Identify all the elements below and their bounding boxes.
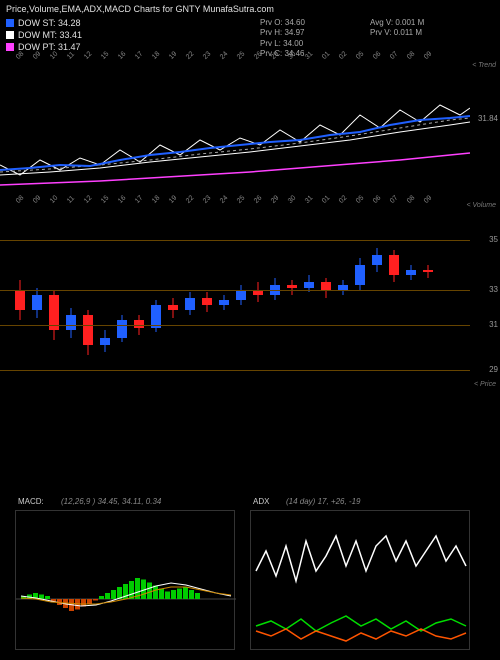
x-tick: 15 — [100, 50, 110, 60]
avg-volume: Avg V: 0.001 M — [370, 18, 424, 28]
x-tick: 12 — [83, 50, 93, 60]
x-tick: 06 — [372, 50, 382, 60]
legend-item: DOW ST: 34.28 — [6, 18, 82, 28]
y-tick-label: 35 — [489, 235, 498, 244]
x-tick: 17 — [134, 50, 144, 60]
legend-swatch — [6, 43, 14, 51]
adx-params: (14 day) 17, +26, -19 — [286, 497, 361, 506]
prev-volume: Prv V: 0.011 M — [370, 28, 424, 38]
legend-item: DOW MT: 33.41 — [6, 30, 82, 40]
prev-high: Prv H: 34.97 — [260, 28, 305, 38]
prev-close: Prv C: 34.46 — [260, 49, 305, 59]
legend-swatch — [6, 31, 14, 39]
x-tick: 25 — [236, 50, 246, 60]
volume-label: < Volume — [466, 202, 496, 209]
trend-panel: 31.84 < Trend 08091011121516171819222324… — [0, 70, 500, 200]
x-tick: 07 — [389, 50, 399, 60]
macd-params: (12,26,9 ) 34.45, 34.11, 0.34 — [61, 497, 161, 506]
x-tick: 22 — [185, 50, 195, 60]
x-tick: 01 — [321, 50, 331, 60]
grid-line — [0, 240, 470, 241]
x-tick: 05 — [355, 50, 365, 60]
candle-panel: < Volume < Price 35333129 08091011121516… — [0, 210, 500, 390]
prev-open: Prv O: 34.60 — [260, 18, 305, 28]
adx-panel: ADX (14 day) 17, +26, -19 — [250, 510, 470, 650]
x-tick: 31 — [304, 50, 314, 60]
x-tick: 19 — [168, 50, 178, 60]
price-level-label: 31.84 — [478, 114, 498, 123]
grid-line — [0, 290, 470, 291]
x-tick: 02 — [338, 50, 348, 60]
legend-swatch — [6, 19, 14, 27]
x-tick: 23 — [202, 50, 212, 60]
grid-line — [0, 325, 470, 326]
legend-text: DOW ST: 34.28 — [18, 18, 81, 28]
y-tick-label: 31 — [489, 320, 498, 329]
price-label: < Price — [474, 381, 496, 388]
legend: DOW ST: 34.28DOW MT: 33.41DOW PT: 31.47 — [6, 18, 82, 54]
x-tick: 18 — [151, 50, 161, 60]
trend-label: < Trend — [472, 62, 496, 69]
prev-low: Prv L: 34.00 — [260, 39, 305, 49]
adx-label: ADX — [253, 497, 269, 506]
x-tick: 08 — [406, 50, 416, 60]
y-tick-label: 29 — [489, 365, 498, 374]
legend-text: DOW MT: 33.41 — [18, 30, 82, 40]
x-tick: 24 — [219, 50, 229, 60]
chart-title: Price,Volume,EMA,ADX,MACD Charts for GNT… — [6, 4, 274, 14]
x-tick: 09 — [423, 50, 433, 60]
y-tick-label: 33 — [489, 285, 498, 294]
macd-label: MACD: — [18, 497, 44, 506]
macd-panel: MACD: (12,26,9 ) 34.45, 34.11, 0.34 — [15, 510, 235, 650]
grid-line — [0, 370, 470, 371]
volume-info: Avg V: 0.001 M Prv V: 0.011 M — [370, 18, 424, 39]
x-tick: 16 — [117, 50, 127, 60]
prev-ohlc: Prv O: 34.60 Prv H: 34.97 Prv L: 34.00 P… — [260, 18, 305, 60]
